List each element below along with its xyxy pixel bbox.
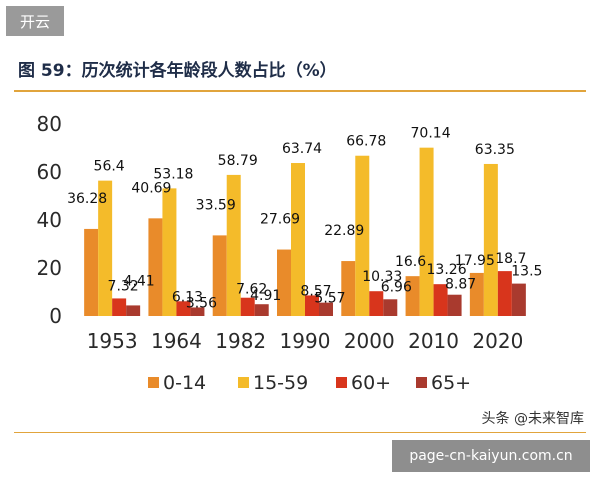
bar-0-14-2000: [341, 261, 356, 316]
bar-65+-1964: [190, 307, 205, 316]
data-label-0-14-2020: 17.95: [455, 253, 495, 269]
footer-divider: [14, 432, 586, 433]
data-label-65+-2020: 13.5: [511, 264, 542, 280]
data-label-60+-2020: 18.7: [495, 251, 526, 267]
bar-15-59-2000: [355, 155, 370, 316]
bar-65+-1953: [126, 305, 141, 316]
bar-60+-2020: [497, 271, 512, 316]
bar-15-59-1953: [98, 180, 113, 316]
data-label-15-59-1953: 56.4: [94, 159, 125, 175]
y-tick-label: 80: [37, 112, 62, 136]
bar-60+-1982: [240, 297, 255, 316]
legend-label-15-59: 15-59: [253, 372, 308, 394]
x-tick-label: 2010: [408, 329, 459, 353]
y-tick-label: 40: [37, 208, 62, 232]
data-label-15-59-2010: 70.14: [411, 126, 451, 142]
x-tick-label: 1982: [215, 329, 266, 353]
data-label-60+-2000: 10.33: [362, 269, 402, 285]
data-label-15-59-1990: 63.74: [282, 141, 322, 157]
y-tick-label: 0: [49, 304, 62, 328]
bar-60+-2010: [433, 284, 448, 316]
x-tick-label: 1964: [151, 329, 202, 353]
bar-0-14-2010: [405, 276, 420, 316]
legend-label-60+: 60+: [351, 372, 391, 394]
bar-0-14-1964: [148, 218, 163, 316]
x-tick-label: 2020: [472, 329, 523, 353]
bar-60+-1964: [176, 301, 191, 316]
source-watermark: 头条 @未来智库: [481, 411, 584, 427]
data-label-15-59-2020: 63.35: [475, 142, 515, 158]
x-tick-label: 1990: [280, 329, 331, 353]
data-label-15-59-1982: 58.79: [218, 153, 258, 169]
data-label-60+-2010: 13.26: [427, 262, 467, 278]
data-label-15-59-2000: 66.78: [346, 134, 386, 150]
data-label-0-14-1990: 27.69: [260, 212, 300, 228]
legend-swatch-60+: [336, 377, 347, 388]
title-divider: [14, 90, 586, 92]
bar-65+-1990: [319, 302, 333, 316]
bar-15-59-2020: [483, 163, 498, 316]
data-label-65+-1953: 4.41: [124, 273, 155, 289]
data-label-0-14-1982: 33.59: [196, 197, 236, 213]
data-label-65+-2010: 8.87: [445, 277, 476, 293]
bar-15-59-1964: [162, 188, 177, 316]
data-label-60+-1982: 7.62: [236, 282, 267, 298]
bar-15-59-2010: [419, 147, 434, 316]
data-label-0-14-1953: 36.28: [67, 191, 107, 207]
bar-0-14-2020: [469, 272, 484, 316]
data-label-0-14-1964: 40.69: [131, 180, 171, 196]
data-label-65+-1990: 5.57: [314, 291, 345, 307]
url-banner[interactable]: page-cn-kaiyun.com.cn: [392, 440, 590, 472]
bar-60+-1953: [112, 298, 127, 316]
data-label-65+-2000: 6.96: [381, 279, 412, 295]
bar-0-14-1982: [212, 235, 227, 316]
x-tick-label: 1953: [87, 329, 138, 353]
data-label-65+-1982: 4.91: [250, 288, 281, 304]
x-tick-label: 2000: [344, 329, 395, 353]
data-label-65+-1964: 3.56: [186, 295, 217, 311]
y-tick-label: 20: [37, 256, 62, 280]
bar-15-59-1990: [291, 163, 305, 316]
legend-label-65+: 65+: [431, 372, 471, 394]
y-axis-ticks: 0 20 40 60 80: [37, 112, 62, 328]
data-label-0-14-2010: 16.6: [395, 254, 426, 270]
legend-swatch-15-59: [238, 377, 249, 388]
data-label-0-14-2000: 22.89: [324, 223, 364, 239]
bar-65+-2010: [447, 294, 462, 316]
bar-65+-1982: [254, 304, 269, 316]
bar-15-59-1982: [226, 174, 241, 316]
bar-0-14-1953: [84, 228, 99, 316]
legend-swatch-65+: [416, 377, 427, 388]
data-label-60+-1953: 7.32: [108, 278, 139, 294]
bar-0-14-1990: [277, 249, 291, 316]
bar-65+-2020: [511, 283, 526, 316]
data-label-60+-1964: 6.13: [172, 289, 203, 305]
bars: [84, 147, 526, 316]
brand-badge: 开云: [6, 6, 64, 36]
bar-60+-2000: [369, 291, 384, 316]
legend-label-0-14: 0-14: [163, 372, 206, 394]
bar-60+-1990: [305, 295, 319, 316]
chart-title: 图 59：历次统计各年龄段人数占比（%）: [18, 61, 337, 81]
x-axis-ticks: 1953 1964 1982 1990 2000 2010 2020: [87, 329, 524, 353]
bar-65+-2000: [383, 299, 398, 316]
legend: 0-14 15-59 60+ 65+: [148, 372, 471, 394]
data-label-15-59-1964: 53.18: [153, 166, 193, 182]
y-tick-label: 60: [37, 160, 62, 184]
data-label-60+-1990: 8.57: [300, 283, 331, 299]
legend-swatch-0-14: [148, 377, 159, 388]
